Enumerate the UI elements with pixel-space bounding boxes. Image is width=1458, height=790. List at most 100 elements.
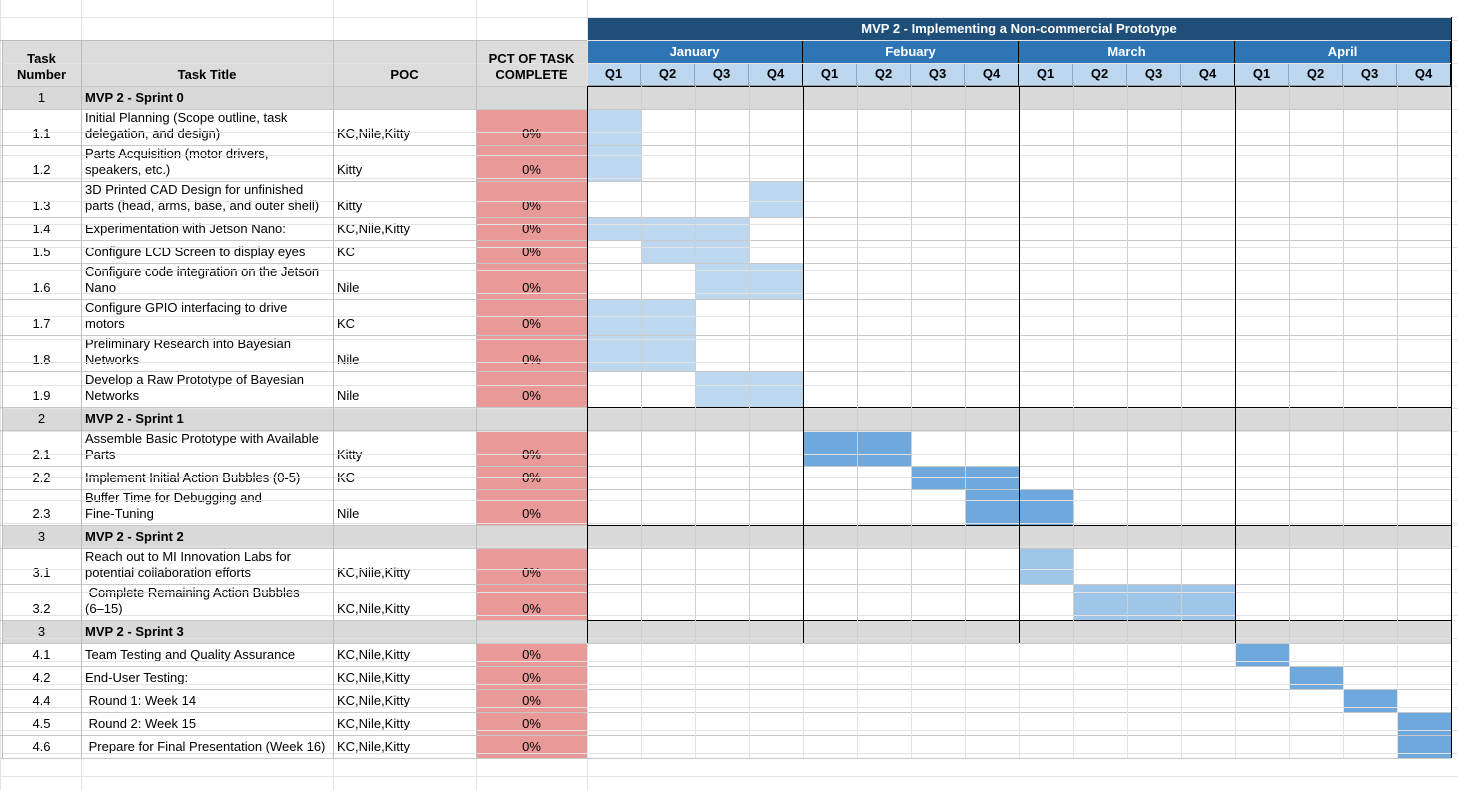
poc-cell[interactable]: Kitty <box>337 198 363 213</box>
pct-complete-cell[interactable]: 0% <box>476 584 587 620</box>
header-task-number[interactable]: Task Number <box>2 40 81 86</box>
sprint-title[interactable]: MVP 2 - Sprint 2 <box>81 525 333 548</box>
task-number[interactable]: 2 <box>2 407 81 430</box>
poc-cell[interactable]: Nile <box>337 388 360 403</box>
header-pct-complete[interactable]: PCT OF TASK COMPLETE <box>476 40 587 86</box>
task-title[interactable]: Experimentation with Jetson Nano: <box>85 221 286 236</box>
task-number[interactable]: 4.4 <box>32 693 51 708</box>
pct-cell[interactable] <box>476 525 587 548</box>
pct-cell[interactable] <box>476 407 587 430</box>
poc-cell[interactable]: Kitty <box>337 447 363 462</box>
task-title[interactable]: Initial Planning (Scope outline, task de… <box>85 110 288 141</box>
pct-complete-cell[interactable]: 0% <box>476 263 587 299</box>
quarter-header[interactable]: Q2 <box>857 63 911 86</box>
poc-cell[interactable]: KC,Nile,Kitty <box>337 221 410 236</box>
task-number[interactable]: 4.5 <box>32 716 51 731</box>
quarter-header[interactable]: Q4 <box>1397 63 1451 86</box>
task-title[interactable]: End-User Testing: <box>85 670 189 685</box>
task-number[interactable]: 2.1 <box>32 447 51 462</box>
task-number[interactable]: 1.4 <box>32 221 51 236</box>
quarter-header[interactable]: Q2 <box>1289 63 1343 86</box>
task-title[interactable]: Complete Remaining Action Bubbles (6–15) <box>85 585 300 616</box>
pct-complete-cell[interactable]: 0% <box>476 643 587 666</box>
task-title[interactable]: Round 2: Week 15 <box>85 716 197 731</box>
poc-cell[interactable]: KC,Nile,Kitty <box>337 565 410 580</box>
poc-cell[interactable]: KC,Nile,Kitty <box>337 693 410 708</box>
task-number[interactable]: 1.9 <box>32 388 51 403</box>
pct-cell[interactable] <box>476 86 587 109</box>
sprint-title[interactable]: MVP 2 - Sprint 0 <box>81 86 333 109</box>
quarter-header[interactable]: Q1 <box>587 63 641 86</box>
pct-complete-cell[interactable]: 0% <box>476 371 587 407</box>
quarter-header[interactable]: Q3 <box>695 63 749 86</box>
task-title[interactable]: Parts Acquisition (motor drivers, speake… <box>85 146 269 177</box>
quarter-header[interactable]: Q2 <box>1073 63 1127 86</box>
task-title[interactable]: Assemble Basic Prototype with Available … <box>85 431 319 462</box>
pct-complete-cell[interactable]: 0% <box>476 335 587 371</box>
pct-complete-cell[interactable]: 0% <box>476 299 587 335</box>
poc-cell[interactable]: KC <box>337 470 356 485</box>
quarter-header[interactable]: Q1 <box>803 63 857 86</box>
task-title[interactable]: Round 1: Week 14 <box>85 693 197 708</box>
header-task-title[interactable]: Task Title <box>81 40 333 86</box>
quarter-header[interactable]: Q2 <box>641 63 695 86</box>
task-title[interactable]: Preliminary Research into Bayesian Netwo… <box>85 336 291 367</box>
task-number[interactable]: 3.1 <box>32 565 51 580</box>
poc-cell[interactable] <box>333 407 476 430</box>
task-title[interactable]: Reach out to MI Innovation Labs for pote… <box>85 549 291 580</box>
task-title[interactable]: Configure GPIO interfacing to drive moto… <box>85 300 288 331</box>
poc-cell[interactable]: KC,Nile,Kitty <box>337 670 410 685</box>
quarter-header[interactable]: Q3 <box>1127 63 1181 86</box>
task-number[interactable]: 4.6 <box>32 739 51 754</box>
pct-complete-cell[interactable]: 0% <box>476 145 587 181</box>
poc-cell[interactable]: KC,Nile,Kitty <box>337 601 410 616</box>
pct-complete-cell[interactable]: 0% <box>476 430 587 466</box>
quarter-header[interactable]: Q1 <box>1235 63 1289 86</box>
task-title[interactable]: 3D Printed CAD Design for unfinished par… <box>85 182 320 213</box>
task-title[interactable]: Prepare for Final Presentation (Week 16) <box>85 739 326 754</box>
task-title[interactable]: Configure LCD Screen to display eyes <box>85 244 306 259</box>
month-header-april[interactable]: April <box>1235 40 1451 63</box>
pct-complete-cell[interactable]: 0% <box>476 712 587 735</box>
pct-complete-cell[interactable]: 0% <box>476 489 587 525</box>
task-title[interactable]: Develop a Raw Prototype of Bayesian Netw… <box>85 372 304 403</box>
task-number[interactable]: 1.3 <box>32 198 51 213</box>
task-title[interactable]: Buffer Time for Debugging and Fine-Tunin… <box>85 490 262 521</box>
quarter-header[interactable]: Q4 <box>1181 63 1235 86</box>
task-number[interactable]: 1.1 <box>32 126 51 141</box>
poc-cell[interactable]: KC <box>337 244 356 259</box>
task-title[interactable]: Implement Initial Action Bubbles (0-5) <box>85 470 301 485</box>
header-poc[interactable]: POC <box>333 40 476 86</box>
project-title-banner[interactable]: MVP 2 - Implementing a Non-commercial Pr… <box>587 17 1451 40</box>
month-header-febuary[interactable]: Febuary <box>803 40 1019 63</box>
pct-complete-cell[interactable]: 0% <box>476 181 587 217</box>
task-number[interactable]: 4.1 <box>32 647 51 662</box>
quarter-header[interactable]: Q1 <box>1019 63 1073 86</box>
pct-complete-cell[interactable]: 0% <box>476 466 587 489</box>
poc-cell[interactable]: KC <box>337 316 356 331</box>
sprint-title[interactable]: MVP 2 - Sprint 3 <box>81 620 333 643</box>
task-title[interactable]: Configure code integration on the Jetson… <box>85 264 320 295</box>
task-number[interactable]: 3.2 <box>32 601 51 616</box>
poc-cell[interactable]: Kitty <box>337 162 363 177</box>
month-header-january[interactable]: January <box>587 40 803 63</box>
quarter-header[interactable]: Q4 <box>749 63 803 86</box>
pct-complete-cell[interactable]: 0% <box>476 217 587 240</box>
pct-complete-cell[interactable]: 0% <box>476 666 587 689</box>
task-number[interactable]: 1.8 <box>32 352 51 367</box>
task-number[interactable]: 2.3 <box>32 506 51 521</box>
task-number[interactable]: 1.2 <box>32 162 51 177</box>
task-number[interactable]: 3 <box>2 525 81 548</box>
poc-cell[interactable]: Nile <box>337 352 360 367</box>
poc-cell[interactable]: Nile <box>337 280 360 295</box>
pct-complete-cell[interactable]: 0% <box>476 240 587 263</box>
quarter-header[interactable]: Q4 <box>965 63 1019 86</box>
poc-cell[interactable]: KC,Nile,Kitty <box>337 716 410 731</box>
sprint-title[interactable]: MVP 2 - Sprint 1 <box>81 407 333 430</box>
poc-cell[interactable]: KC,Nile,Kitty <box>337 126 410 141</box>
pct-complete-cell[interactable]: 0% <box>476 109 587 145</box>
poc-cell[interactable] <box>333 86 476 109</box>
poc-cell[interactable] <box>333 525 476 548</box>
poc-cell[interactable]: KC,Nile,Kitty <box>337 739 410 754</box>
poc-cell[interactable]: KC,Nile,Kitty <box>337 647 410 662</box>
